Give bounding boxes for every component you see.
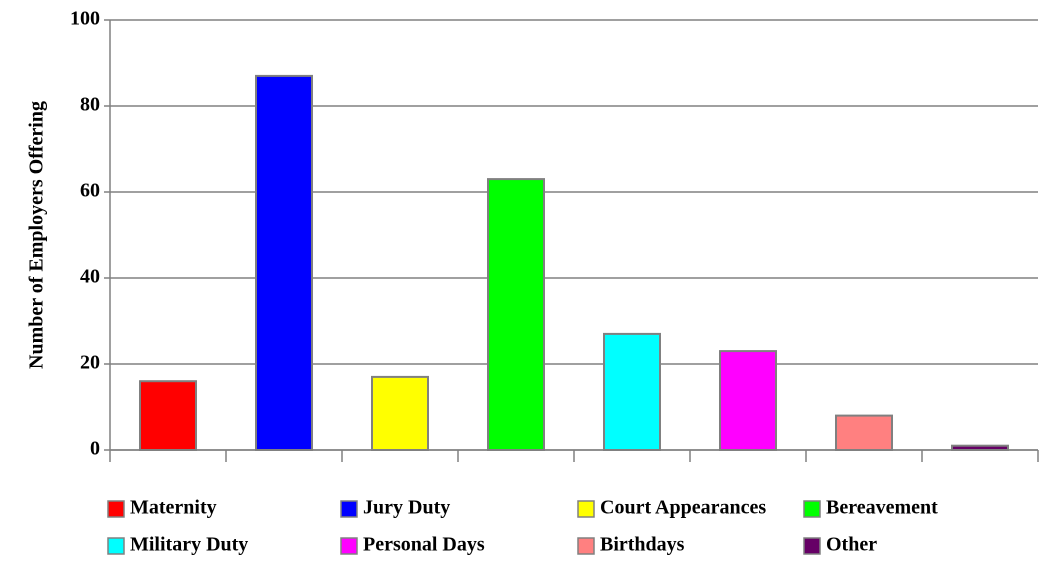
y-tick-label: 40	[80, 266, 100, 288]
legend-label: Bereavement	[826, 497, 938, 519]
bar	[371, 375, 429, 451]
y-tick-label: 0	[90, 438, 100, 460]
legend-label: Maternity	[130, 497, 217, 519]
bar	[487, 178, 545, 451]
legend-label: Court Appearances	[600, 497, 766, 519]
legend-label: Birthdays	[600, 534, 685, 556]
legend-swatch	[107, 500, 125, 518]
legend-swatch	[803, 537, 821, 555]
bar	[951, 444, 1009, 452]
legend-swatch	[803, 500, 821, 518]
legend-label: Personal Days	[363, 534, 485, 556]
y-tick-label: 80	[80, 94, 100, 116]
bar	[139, 380, 197, 452]
legend-swatch	[577, 500, 595, 518]
bar	[835, 414, 893, 452]
legend-label: Military Duty	[130, 534, 248, 556]
legend-swatch	[107, 537, 125, 555]
bar	[603, 332, 661, 451]
legend-swatch	[340, 500, 358, 518]
legend-swatch	[577, 537, 595, 555]
y-tick-label: 60	[80, 180, 100, 202]
legend-swatch	[340, 537, 358, 555]
legend-label: Jury Duty	[363, 497, 450, 519]
bar	[255, 74, 313, 452]
y-tick-label: 20	[80, 352, 100, 374]
y-axis-label: Number of Employers Offering	[26, 101, 48, 369]
legend-label: Other	[826, 534, 877, 556]
y-tick-label: 100	[70, 8, 100, 30]
bar	[719, 350, 777, 452]
